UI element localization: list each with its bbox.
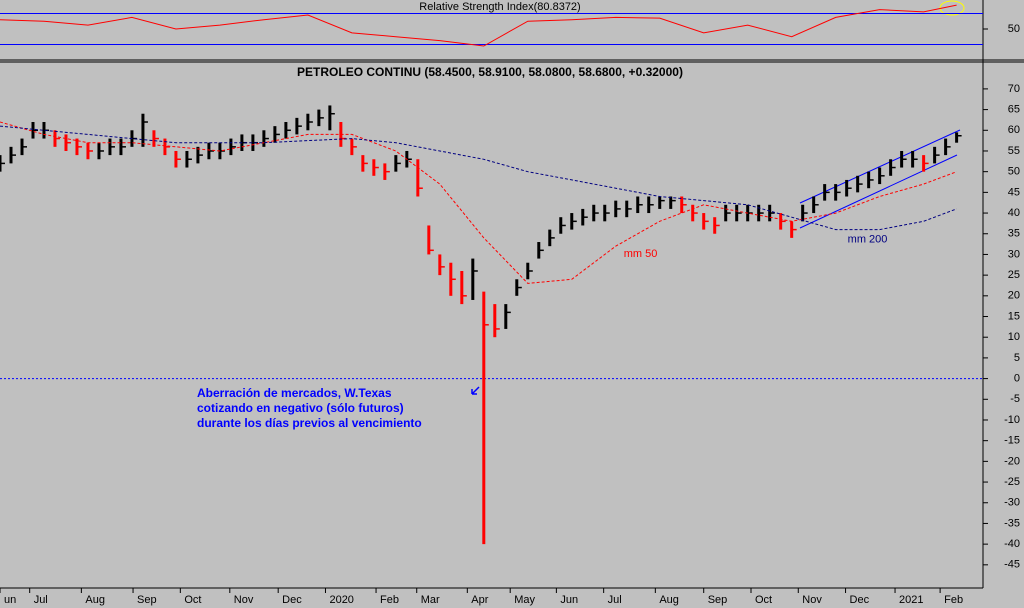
x-tick-label: Aug <box>85 594 105 606</box>
moving-average <box>0 121 957 284</box>
highlight-circle <box>939 0 965 16</box>
y-tick-label: -20 <box>1004 455 1020 467</box>
x-tick-label: Sep <box>137 594 157 606</box>
x-tick-label: Apr <box>471 594 488 606</box>
y-tick-label: -5 <box>1010 393 1020 405</box>
y-tick-label: 50 <box>1008 23 1020 35</box>
y-tick-label: 5 <box>1014 352 1020 364</box>
y-tick-label: 50 <box>1008 166 1020 178</box>
x-tick-label: Nov <box>234 594 254 606</box>
trend-channel <box>799 129 961 204</box>
x-tick-label: 2020 <box>329 594 353 606</box>
y-tick-label: 60 <box>1008 124 1020 136</box>
y-tick-label: 20 <box>1008 290 1020 302</box>
x-tick-label: Jul <box>608 594 622 606</box>
y-tick-label: 45 <box>1008 186 1020 198</box>
x-tick-label: Jun <box>560 594 578 606</box>
arrow <box>471 386 480 395</box>
x-tick-label: Mar <box>421 594 440 606</box>
annotation: cotizando en negativo (sólo futuros) <box>197 401 404 415</box>
ma-label: mm 200 <box>848 234 888 246</box>
ma-label: mm 50 <box>624 248 658 260</box>
trend-channel <box>799 154 958 229</box>
x-tick-label: Feb <box>380 594 399 606</box>
y-tick-label: 10 <box>1008 331 1020 343</box>
rsi-line <box>0 4 957 47</box>
y-tick-label: 25 <box>1008 269 1020 281</box>
annotation: durante los días previos al vencimiento <box>197 416 422 430</box>
rsi-title: Relative Strength Index(80.8372) <box>419 1 580 13</box>
x-tick-label: Dec <box>282 594 302 606</box>
y-tick-label: -45 <box>1004 559 1020 571</box>
x-tick-label: Jul <box>34 594 48 606</box>
annotation: Aberración de mercados, W.Texas <box>197 386 392 400</box>
y-tick-label: -30 <box>1004 497 1020 509</box>
y-tick-label: -25 <box>1004 476 1020 488</box>
y-tick-label: 70 <box>1008 83 1020 95</box>
y-tick-label: 15 <box>1008 310 1020 322</box>
x-tick-label: Dec <box>850 594 870 606</box>
y-tick-label: 30 <box>1008 248 1020 260</box>
x-tick-label: May <box>514 594 535 606</box>
x-tick-label: Feb <box>944 594 963 606</box>
chart-title: PETROLEO CONTINU (58.4500, 58.9100, 58.0… <box>297 65 683 79</box>
x-tick-label: Oct <box>184 594 201 606</box>
x-tick-label: Oct <box>755 594 772 606</box>
x-tick-label: Sep <box>708 594 728 606</box>
y-tick-label: 40 <box>1008 207 1020 219</box>
y-tick-label: 65 <box>1008 103 1020 115</box>
y-tick-label: -15 <box>1004 435 1020 447</box>
x-tick-label: Nov <box>802 594 822 606</box>
x-tick-label: Aug <box>659 594 679 606</box>
y-tick-label: -10 <box>1004 414 1020 426</box>
y-tick-label: -35 <box>1004 517 1020 529</box>
y-tick-label: 0 <box>1014 372 1020 384</box>
y-tick-label: 55 <box>1008 145 1020 157</box>
y-tick-label: 35 <box>1008 228 1020 240</box>
x-tick-label: 2021 <box>899 594 923 606</box>
x-tick-label: un <box>4 594 16 606</box>
y-tick-label: -40 <box>1004 538 1020 550</box>
moving-average <box>0 125 957 231</box>
